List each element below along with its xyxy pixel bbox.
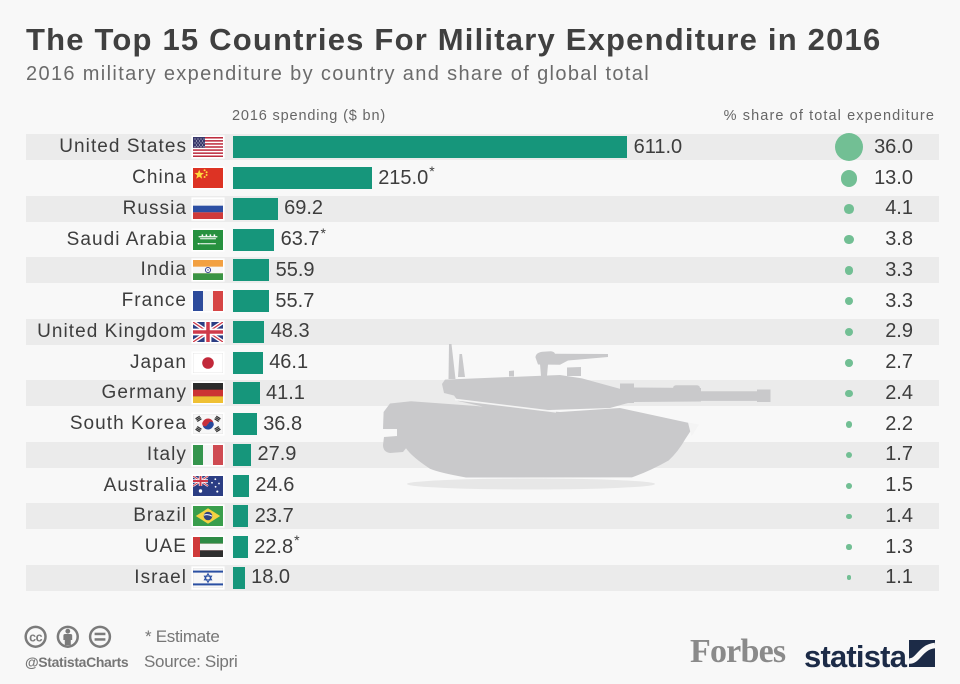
svg-text:cc: cc — [29, 630, 42, 644]
